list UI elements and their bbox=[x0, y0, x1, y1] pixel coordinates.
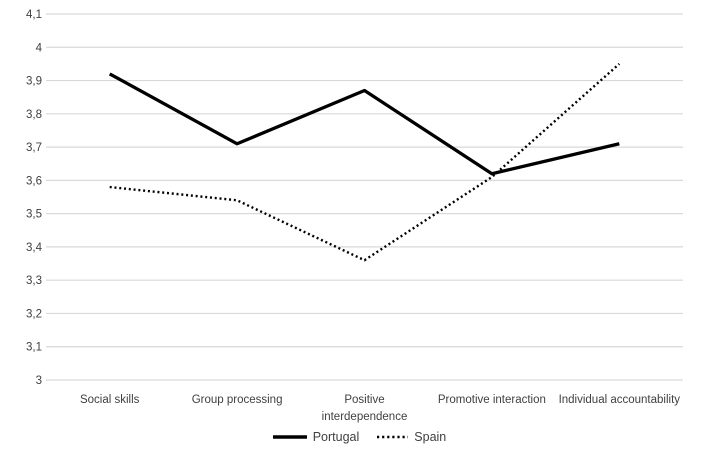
x-category-label: interdependence bbox=[322, 411, 408, 423]
y-tick-label: 4,1 bbox=[26, 9, 42, 21]
y-tick-label: 3,9 bbox=[26, 76, 42, 88]
legend-label-portugal: Portugal bbox=[312, 430, 360, 444]
plot-area: 3 3,1 3,2 3,3 3,4 3,5 3,6 3,7 3,8 3,9 4 4,1 Social s… bbox=[26, 9, 683, 423]
y-tick-label: 4 bbox=[36, 42, 43, 54]
y-tick-label: 3,5 bbox=[26, 209, 42, 221]
legend-label-spain: Spain bbox=[414, 430, 447, 444]
y-tick-label: 3,3 bbox=[26, 275, 42, 287]
x-category-label: Group processing bbox=[192, 394, 283, 406]
x-category-label: Positive bbox=[344, 394, 384, 406]
legend-item-portugal: Portugal bbox=[272, 430, 360, 444]
solid-line-swatch-icon bbox=[272, 435, 307, 439]
x-category-label: Individual accountability bbox=[559, 394, 681, 406]
y-tick-label: 3,8 bbox=[26, 109, 42, 121]
y-tick-label: 3,1 bbox=[26, 342, 42, 354]
legend-item-spain: Spain bbox=[375, 430, 446, 444]
y-tick-label: 3 bbox=[36, 375, 42, 387]
x-category-label: Social skills bbox=[80, 394, 140, 406]
dotted-line-swatch-icon bbox=[377, 435, 409, 439]
y-tick-label: 3,6 bbox=[26, 175, 42, 187]
series-line-spain bbox=[109, 63, 621, 262]
y-tick-label: 3,4 bbox=[26, 242, 43, 254]
x-category-label: Promotive interaction bbox=[438, 394, 546, 406]
series-line-portugal bbox=[108, 72, 620, 176]
y-tick-label: 3,7 bbox=[26, 142, 42, 154]
chart-legend: Portugal Spain bbox=[0, 430, 718, 444]
y-tick-label: 3,2 bbox=[26, 308, 42, 320]
